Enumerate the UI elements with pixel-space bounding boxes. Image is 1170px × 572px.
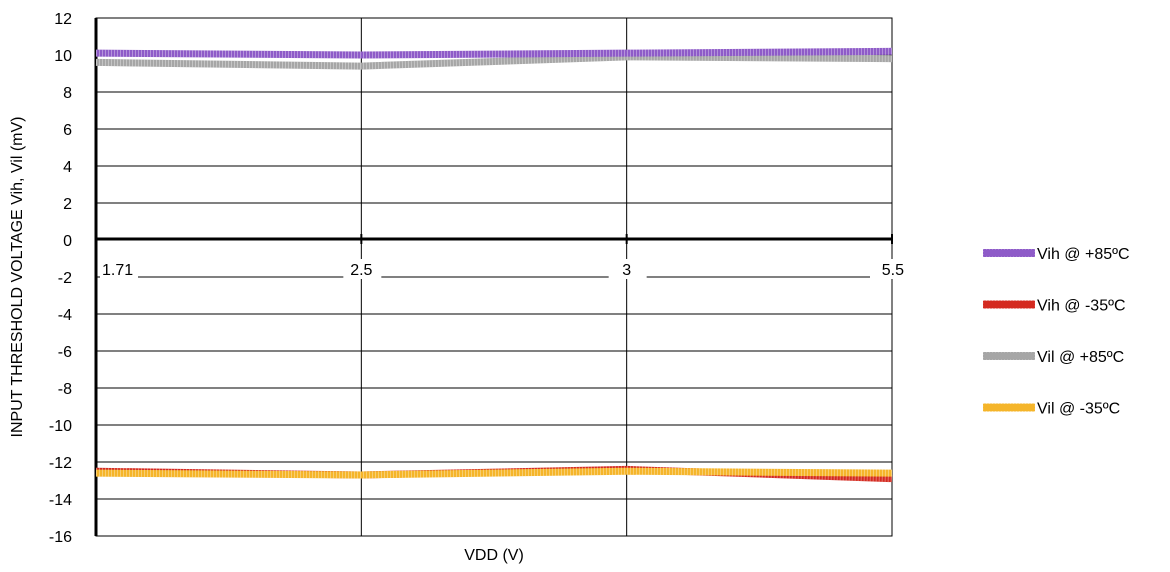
x-tick-label: 5.5: [882, 262, 904, 279]
y-tick-label: -4: [58, 307, 72, 324]
series-line: [95, 467, 893, 479]
x-tick-label: 1.71: [102, 262, 133, 279]
legend: Vih @ +85ºC Vih @ -35ºC Vil @ +85ºC Vil @ -…: [982, 246, 1130, 418]
series-line-texture: [95, 47, 893, 59]
x-tick-label-bg: [608, 259, 647, 279]
y-tick-label: 6: [63, 122, 72, 139]
y-tick-label: -6: [58, 344, 72, 361]
legend-label: Vil @ -35ºC: [1037, 401, 1120, 418]
y-tick-label: -12: [49, 455, 72, 472]
y-tick-label: -14: [49, 492, 72, 509]
x-axis-title: VDD (V): [464, 547, 524, 564]
legend-swatch: [983, 352, 1035, 360]
series-line-texture: [95, 53, 893, 70]
y-tick-label: 12: [54, 11, 72, 28]
x-tick-label-bg: [343, 259, 382, 279]
y-tick-label: 2: [63, 196, 72, 213]
y-tick-label: -2: [58, 270, 72, 287]
legend-swatch: [983, 403, 1035, 412]
legend-label: Vih @ +85ºC: [1037, 246, 1130, 263]
x-tick-labels: 1.71 2.5 3 5.5: [100, 259, 908, 279]
y-axis-title: INPUT THRESHOLD VOLTAGE Vih, Vil (mV): [9, 117, 26, 438]
x-tick-label: 3: [622, 262, 631, 279]
legend-swatch: [983, 249, 1035, 257]
x-tick-label-bg: [870, 259, 908, 279]
series-line-texture: [95, 467, 893, 479]
y-tick-label: -16: [49, 529, 72, 546]
x-tick-label-bg: [100, 259, 138, 279]
y-tick-label: 4: [63, 159, 72, 176]
x-tick-label: 2.5: [350, 262, 372, 279]
y-tick-label: 8: [63, 85, 72, 102]
y-tick-label: -8: [58, 381, 72, 398]
y-tick-labels: 12 10 8 6 4 2 0 -2 -4 -6 -8 -10 -12 -14 -16: [49, 11, 72, 546]
y-tick-label: 10: [54, 48, 72, 65]
series-line: [95, 53, 893, 70]
y-tick-label: -10: [49, 418, 72, 435]
legend-label: Vil @ +85ºC: [1037, 349, 1124, 366]
legend-swatch: [983, 300, 1035, 309]
y-tick-label: 0: [63, 233, 72, 250]
axes: [94, 18, 893, 536]
series-lines: [95, 47, 893, 483]
legend-label: Vih @ -35ºC: [1037, 298, 1126, 315]
series-line: [95, 47, 893, 59]
